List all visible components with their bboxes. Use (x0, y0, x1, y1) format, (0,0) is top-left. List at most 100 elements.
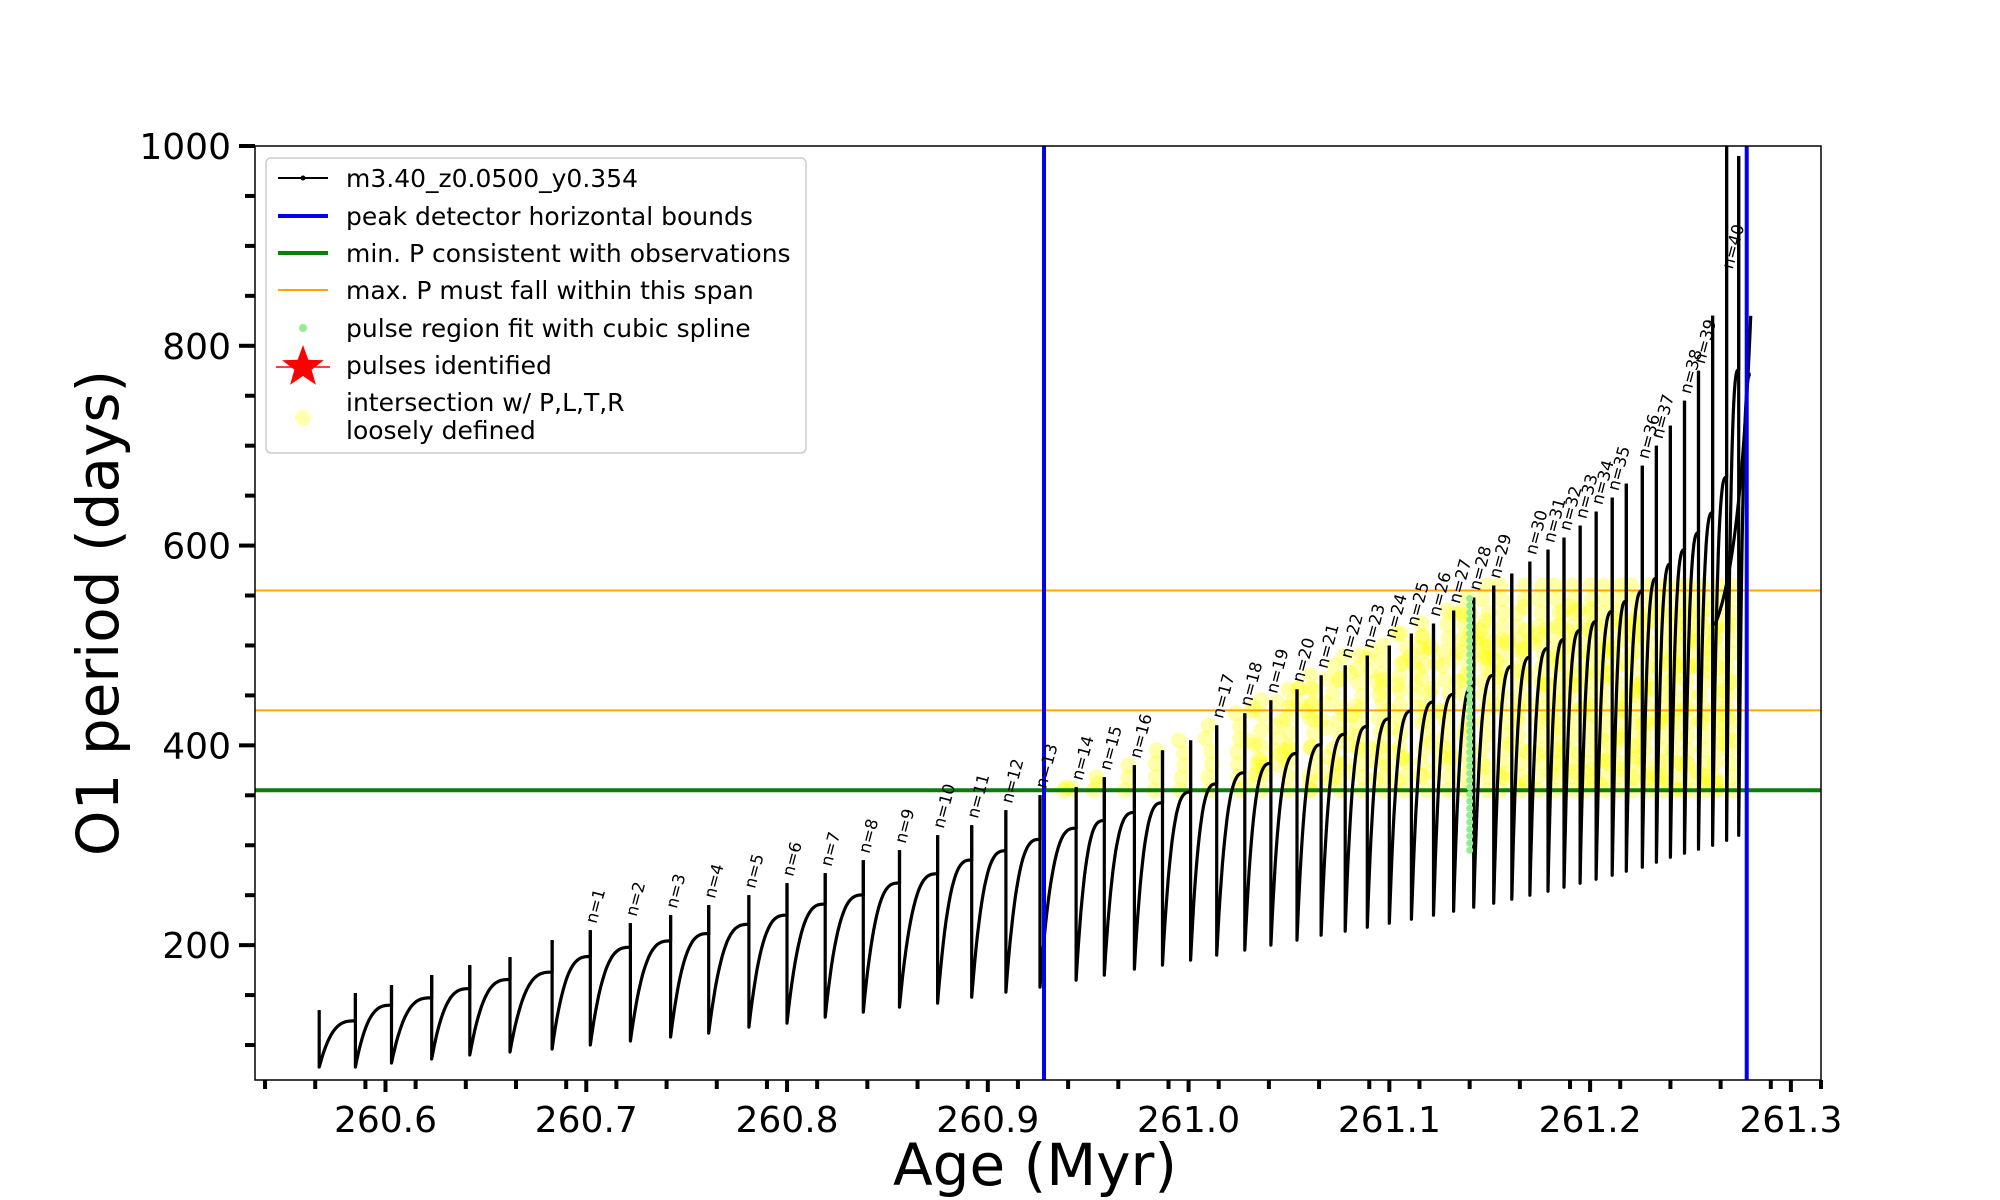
intersection-marker (1515, 640, 1532, 657)
intersection-marker (1437, 713, 1454, 730)
intersection-marker (1612, 755, 1629, 772)
intersection-marker (1253, 722, 1270, 739)
intersection-marker (1696, 632, 1713, 649)
intersection-marker (1512, 642, 1529, 659)
intersection-marker (1530, 626, 1547, 643)
pulse-cycle (1668, 400, 1687, 859)
intersection-marker (1270, 756, 1287, 773)
spline-fit-region (1466, 595, 1474, 854)
intersection-marker (1510, 632, 1527, 649)
pulse-cycle (1004, 795, 1042, 994)
intersection-marker (1200, 769, 1217, 786)
intersection-marker (1302, 710, 1319, 727)
pulse-cycle (1132, 750, 1165, 971)
pulse-cycle (430, 965, 472, 1061)
intersection-marker (1415, 643, 1432, 660)
y-tick-label: 400 (162, 726, 231, 767)
intersection-marker (1413, 615, 1430, 632)
pulse-cycle (1546, 537, 1566, 893)
spline-point (1466, 727, 1474, 735)
pulse-cycle (1528, 549, 1550, 897)
spline-point (1466, 713, 1474, 721)
spline-point (1466, 699, 1474, 707)
intersection-marker (1325, 685, 1342, 702)
spline-point (1466, 741, 1474, 749)
intersection-marker (1373, 666, 1390, 683)
intersection-marker (1641, 645, 1658, 662)
spline-point (1466, 734, 1474, 742)
pulse-cycle (1343, 655, 1369, 933)
spline-point (1466, 797, 1474, 805)
pulse-cycle (353, 985, 394, 1069)
intersection-marker (1548, 618, 1565, 635)
intersection-marker (1423, 638, 1440, 655)
intersection-marker (1698, 768, 1715, 785)
pulse-cycle (1492, 573, 1514, 905)
intersection-marker (1475, 618, 1492, 635)
intersection-marker (1374, 671, 1391, 688)
intersection-marker (1349, 714, 1366, 731)
intersection-marker (1306, 724, 1323, 741)
pulse-cycle (1640, 445, 1658, 869)
intersection-marker (1305, 681, 1322, 698)
intersection-marker (1349, 660, 1366, 677)
intersection-marker (1176, 744, 1193, 761)
x-tick-label: 261.1 (1338, 1100, 1441, 1141)
pulse-cycle (1682, 370, 1701, 855)
intersection-marker (1478, 768, 1495, 785)
intersection-marker (1722, 674, 1739, 691)
intersection-marker (1566, 591, 1583, 608)
intersection-marker (1477, 612, 1494, 629)
intersection-marker (1389, 772, 1406, 789)
intersection-marker (1586, 707, 1603, 724)
legend-label: pulses identified (346, 351, 552, 380)
intersection-marker (1318, 749, 1335, 766)
intersection-marker (1268, 693, 1285, 710)
intersection-marker (1478, 645, 1495, 662)
intersection-marker (1515, 598, 1532, 615)
intersection-marker (1578, 714, 1595, 731)
intersection-marker (1392, 625, 1409, 642)
intersection-marker (1612, 761, 1629, 778)
intersection-marker (1173, 769, 1190, 786)
intersection-marker (1509, 604, 1526, 621)
intersection-marker (1361, 663, 1378, 680)
intersection-marker (1530, 618, 1547, 635)
intersection-marker (1304, 696, 1321, 713)
intersection-marker (1550, 655, 1567, 672)
plot-frame (254, 145, 1822, 1081)
intersection-marker (1253, 692, 1270, 709)
intersection-marker (1120, 769, 1137, 786)
intersection-marker (1396, 653, 1413, 670)
intersection-marker (1170, 732, 1187, 749)
intersection-marker (1280, 699, 1297, 716)
intersection-marker (1392, 682, 1409, 699)
spline-point (1466, 839, 1474, 847)
intersection-marker (1668, 648, 1685, 665)
pulse-cycle (1431, 610, 1456, 917)
spline-point (1466, 776, 1474, 784)
intersection-marker (1307, 711, 1324, 728)
intersection-marker (1533, 632, 1550, 649)
spline-point (1466, 664, 1474, 672)
intersection-marker (1281, 724, 1298, 741)
intersection-marker (1534, 659, 1551, 676)
pulse-cycle (1387, 633, 1413, 925)
intersection-marker (1229, 743, 1246, 760)
intersection-marker (1415, 628, 1432, 645)
x-tick-label: 261.3 (1739, 1100, 1842, 1141)
spline-point (1466, 832, 1474, 840)
pulse-cycle (1562, 525, 1582, 889)
intersection-marker (1276, 742, 1293, 759)
pulse-cycle (389, 975, 434, 1065)
intersection-marker (1610, 618, 1627, 635)
intersection-marker (1197, 730, 1214, 747)
intersection-marker (1565, 763, 1582, 780)
intersection-marker (1493, 591, 1510, 608)
intersection-marker (1436, 643, 1453, 660)
legend-box (265, 157, 807, 454)
intersection-marker (1246, 736, 1263, 753)
intersection-marker (1580, 673, 1597, 690)
intersection-marker (1326, 657, 1343, 674)
